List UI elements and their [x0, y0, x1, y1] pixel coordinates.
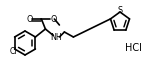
Text: NH: NH: [51, 33, 62, 42]
Text: S: S: [118, 6, 123, 15]
Text: O: O: [50, 14, 57, 24]
Text: O: O: [26, 14, 33, 24]
Text: Cl: Cl: [10, 47, 17, 57]
Text: HCl: HCl: [125, 43, 141, 53]
